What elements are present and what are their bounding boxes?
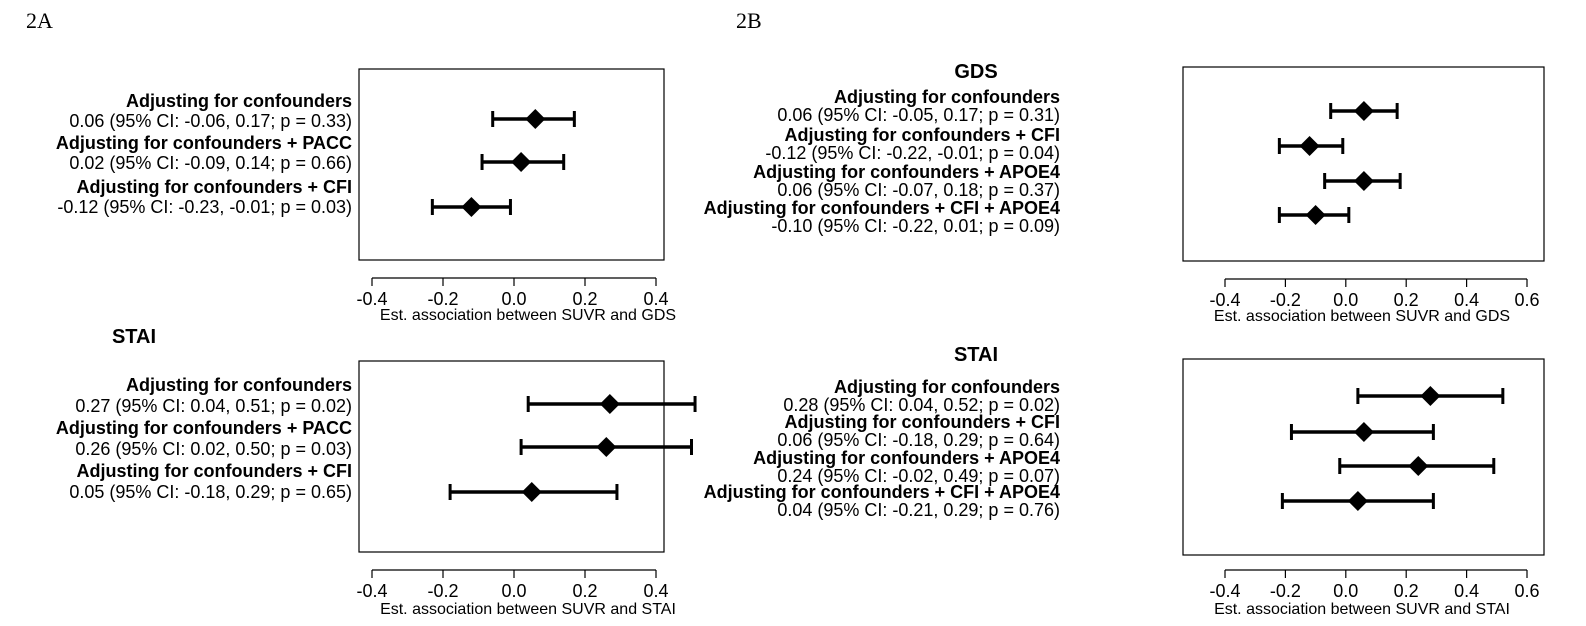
x-tick-label: -0.2: [1270, 581, 1301, 601]
panel-label-2a: 2A: [26, 8, 53, 33]
x-tick-label: 0.6: [1514, 581, 1539, 601]
x-tick-label: 0.2: [572, 289, 597, 309]
estimate-point: [599, 394, 620, 414]
x-tick-label: -0.4: [1209, 581, 1240, 601]
row-label: Adjusting for confounders + CFI: [785, 125, 1061, 145]
x-axis-label: Est. association between SUVR and GDS: [1214, 308, 1510, 325]
row-estimate-text: 0.26 (95% CI: 0.02, 0.50; p = 0.03): [75, 439, 352, 459]
x-axis-label: Est. association between SUVR and STAI: [1214, 601, 1510, 618]
estimate-point: [525, 109, 546, 129]
row-label: Adjusting for confounders + APOE4: [753, 162, 1060, 182]
row-estimate-text: 0.02 (95% CI: -0.09, 0.14; p = 0.66): [69, 153, 352, 173]
x-tick-label: -0.4: [1209, 290, 1240, 310]
row-estimate-text: 0.27 (95% CI: 0.04, 0.51; p = 0.02): [75, 396, 352, 416]
row-estimate-text: 0.04 (95% CI: -0.21, 0.29; p = 0.76): [777, 500, 1060, 520]
x-tick-label: -0.2: [1270, 290, 1301, 310]
row-label: Adjusting for confounders + PACC: [56, 418, 352, 438]
row-label: Adjusting for confounders: [126, 91, 352, 111]
row-estimate-text: 0.06 (95% CI: -0.06, 0.17; p = 0.33): [69, 111, 352, 131]
estimate-point: [1299, 136, 1320, 156]
estimate-point: [1408, 456, 1429, 476]
estimate-point: [461, 197, 482, 217]
row-estimate-text: 0.28 (95% CI: 0.04, 0.52; p = 0.02): [783, 395, 1060, 415]
x-axis-label: Est. association between SUVR and GDS: [380, 307, 676, 324]
row-label: Adjusting for confounders + CFI: [785, 412, 1061, 432]
x-tick-label: -0.4: [356, 581, 387, 601]
row-label: Adjusting for confounders + CFI + APOE4: [704, 482, 1060, 502]
estimate-point: [1353, 101, 1374, 121]
row-label: Adjusting for confounders: [834, 87, 1060, 107]
row-estimate-text: 0.24 (95% CI: -0.02, 0.49; p = 0.07): [777, 466, 1060, 486]
plot-frame: [1182, 358, 1545, 556]
x-tick-label: 0.0: [501, 581, 526, 601]
estimate-point: [1420, 386, 1441, 406]
row-label: Adjusting for confounders: [126, 375, 352, 395]
x-tick-label: 0.0: [1333, 290, 1358, 310]
row-estimate-text: -0.12 (95% CI: -0.23, -0.01; p = 0.03): [57, 197, 352, 217]
x-tick-label: 0.4: [643, 581, 668, 601]
x-tick-label: 0.4: [1454, 290, 1479, 310]
row-estimate-text: -0.12 (95% CI: -0.22, -0.01; p = 0.04): [765, 143, 1060, 163]
chart-title: STAI: [112, 326, 156, 348]
row-label: Adjusting for confounders + APOE4: [753, 448, 1060, 468]
chart-title: GDS: [954, 61, 997, 83]
row-estimate-text: 0.06 (95% CI: -0.18, 0.29; p = 0.64): [777, 430, 1060, 450]
x-tick-label: -0.4: [356, 289, 387, 309]
x-tick-label: 0.4: [643, 289, 668, 309]
x-tick-label: 0.6: [1514, 290, 1539, 310]
x-tick-label: 0.2: [572, 581, 597, 601]
row-estimate-text: 0.05 (95% CI: -0.18, 0.29; p = 0.65): [69, 482, 352, 502]
plot-frame: [1182, 66, 1545, 262]
x-tick-label: -0.2: [427, 581, 458, 601]
estimate-point: [521, 482, 542, 502]
plot-frame: [358, 360, 665, 553]
estimate-point: [1347, 491, 1368, 511]
estimate-point: [511, 152, 532, 172]
row-label: Adjusting for confounders + CFI: [77, 177, 353, 197]
estimate-point: [1353, 171, 1374, 191]
x-tick-label: 0.0: [1333, 581, 1358, 601]
row-label: Adjusting for confounders + CFI: [77, 461, 353, 481]
row-label: Adjusting for confounders + PACC: [56, 133, 352, 153]
x-tick-label: 0.2: [1394, 290, 1419, 310]
estimate-point: [596, 437, 617, 457]
row-label: Adjusting for confounders + CFI + APOE4: [704, 198, 1060, 218]
estimate-point: [1305, 205, 1326, 225]
x-tick-label: 0.2: [1394, 581, 1419, 601]
row-estimate-text: 0.06 (95% CI: -0.07, 0.18; p = 0.37): [777, 180, 1060, 200]
x-tick-label: 0.0: [501, 289, 526, 309]
plot-frame: [358, 68, 665, 261]
x-tick-label: -0.2: [427, 289, 458, 309]
panel-label-2b: 2B: [736, 8, 762, 33]
row-estimate-text: -0.10 (95% CI: -0.22, 0.01; p = 0.09): [771, 216, 1060, 236]
chart-title: STAI: [954, 344, 998, 366]
x-axis-label: Est. association between SUVR and STAI: [380, 601, 676, 618]
estimate-point: [1353, 422, 1374, 442]
row-estimate-text: 0.06 (95% CI: -0.05, 0.17; p = 0.31): [777, 105, 1060, 125]
row-label: Adjusting for confounders: [834, 377, 1060, 397]
x-tick-label: 0.4: [1454, 581, 1479, 601]
